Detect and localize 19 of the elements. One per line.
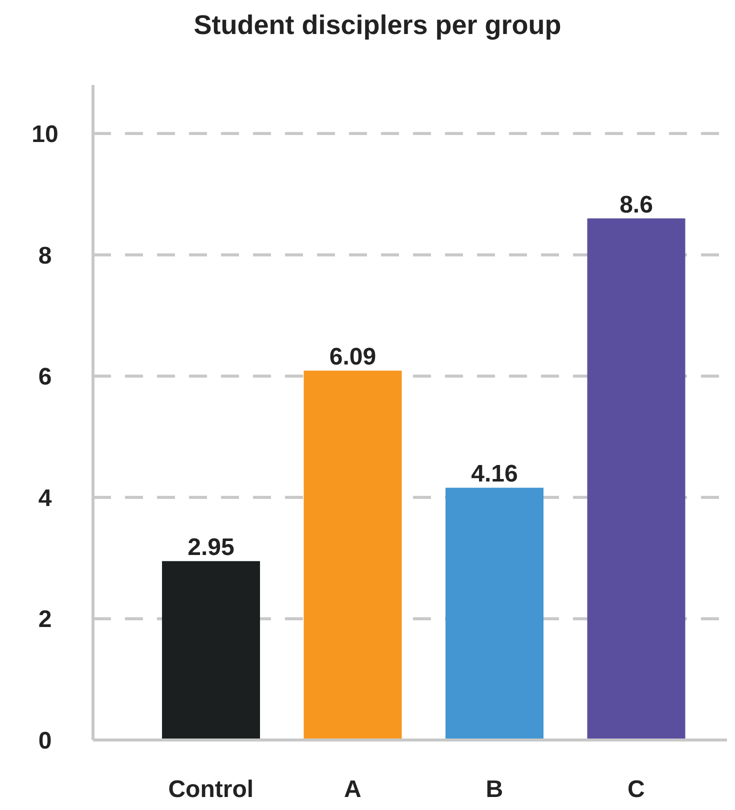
x-tick-label: B — [486, 776, 504, 804]
data-label: 8.6 — [620, 191, 653, 218]
x-tick-label: Control — [168, 776, 254, 804]
x-tick-label: A — [344, 776, 362, 804]
data-label: 4.16 — [471, 460, 518, 488]
bar — [162, 561, 260, 740]
y-tick-label: 2 — [38, 606, 52, 634]
bar — [587, 218, 686, 740]
y-tick-label: 10 — [32, 121, 58, 148]
bar — [304, 370, 402, 740]
y-tick-label: 4 — [38, 484, 52, 512]
data-label: 6.09 — [329, 344, 376, 371]
chart-title: Student disciplers per group — [192, 10, 562, 41]
bar — [446, 488, 544, 740]
x-tick-label: C — [627, 776, 645, 804]
data-label: 2.95 — [188, 534, 234, 562]
y-tick-label: 8 — [38, 242, 52, 270]
y-tick-label: 0 — [38, 728, 52, 755]
y-tick-label: 6 — [38, 364, 52, 391]
